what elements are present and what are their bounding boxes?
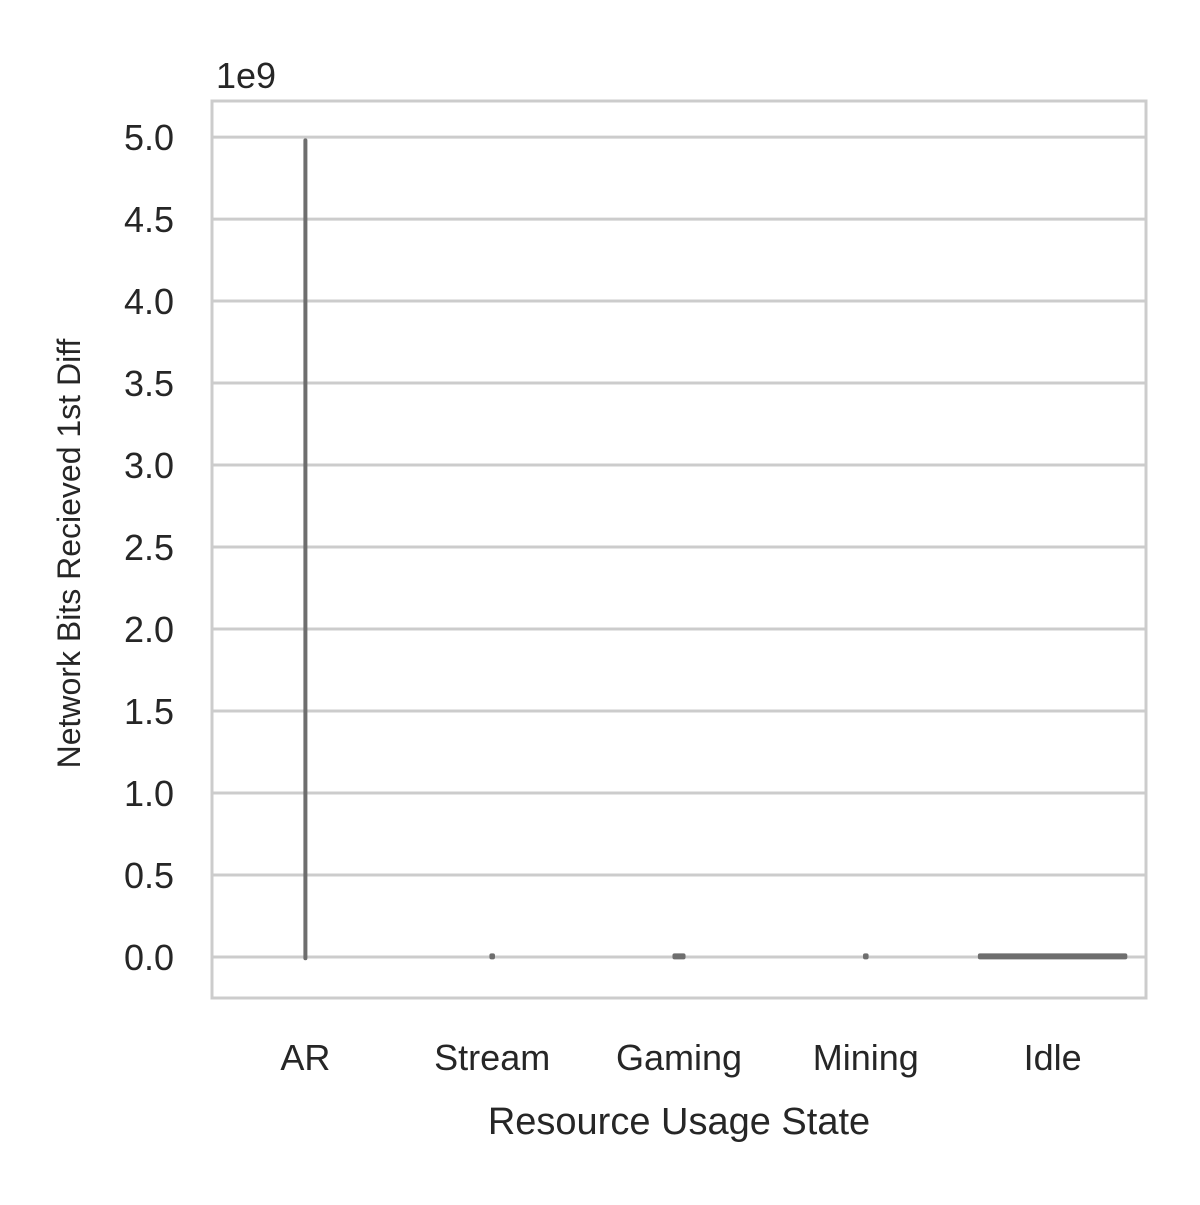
violin-stream bbox=[489, 953, 496, 960]
y-tick-label: 1.5 bbox=[124, 691, 174, 732]
y-tick-label: 2.5 bbox=[124, 527, 174, 568]
violin-mining bbox=[862, 953, 869, 960]
x-tick-label: Gaming bbox=[616, 1037, 742, 1078]
y-tick-label: 4.5 bbox=[124, 199, 174, 240]
y-tick-label: 5.0 bbox=[124, 117, 174, 158]
y-axis-title: Network Bits Recieved 1st Diff bbox=[51, 339, 87, 769]
y-tick-label: 1.0 bbox=[124, 773, 174, 814]
x-tick-label: Stream bbox=[434, 1037, 550, 1078]
violin-gaming bbox=[672, 953, 686, 960]
plot-frame bbox=[210, 99, 1148, 1000]
y-offset-label: 1e9 bbox=[216, 55, 276, 96]
y-tick-labels: 0.0 0.5 1.0 1.5 2.0 2.5 3.0 3.5 4.0 4.5 5.0 bbox=[124, 117, 174, 978]
x-tick-label: Mining bbox=[813, 1037, 919, 1078]
x-tick-label: AR bbox=[280, 1037, 330, 1078]
x-axis-title: Resource Usage State bbox=[488, 1101, 870, 1143]
grid-lines bbox=[212, 135, 1146, 959]
x-tick-label: Idle bbox=[1024, 1037, 1082, 1078]
y-tick-label: 4.0 bbox=[124, 281, 174, 322]
y-tick-label: 3.5 bbox=[124, 363, 174, 404]
x-tick-labels: AR Stream Gaming Mining Idle bbox=[280, 1037, 1081, 1078]
y-tick-label: 2.0 bbox=[124, 609, 174, 650]
y-tick-label: 0.5 bbox=[124, 855, 174, 896]
y-tick-label: 3.0 bbox=[124, 445, 174, 486]
violin-idle bbox=[977, 953, 1128, 960]
violins bbox=[303, 138, 1128, 961]
violin-ar bbox=[303, 138, 308, 961]
y-tick-label: 0.0 bbox=[124, 937, 174, 978]
